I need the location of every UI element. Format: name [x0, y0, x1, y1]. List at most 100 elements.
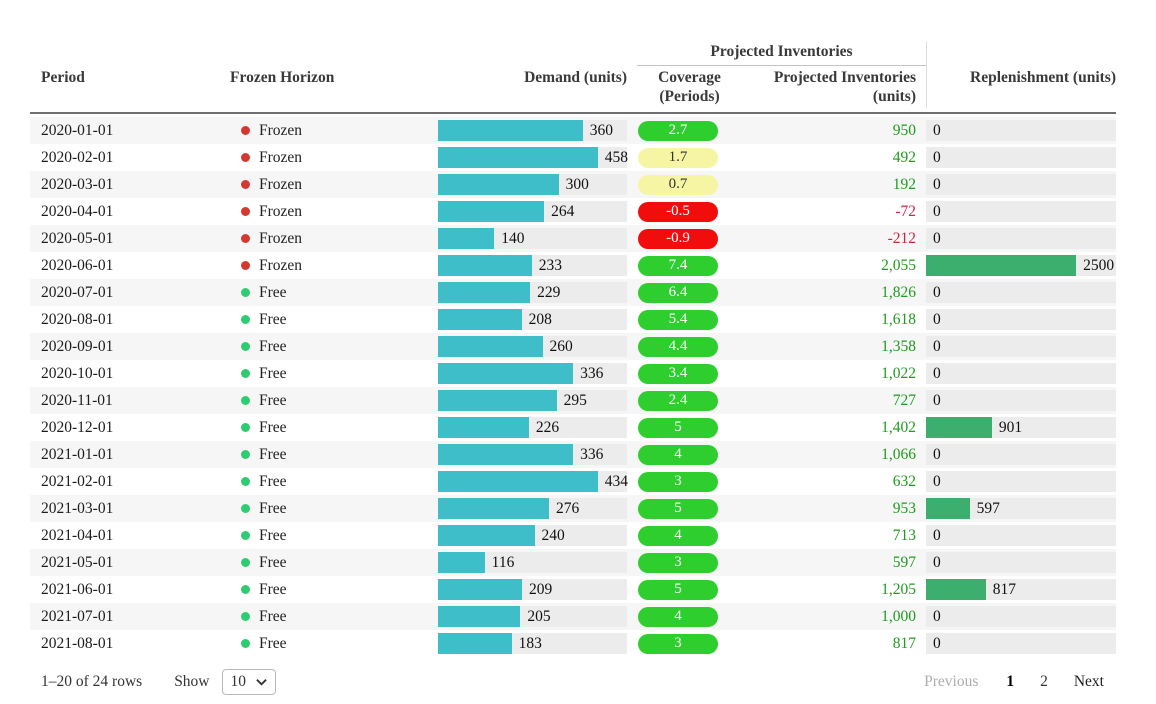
table-row: 2020-01-01 Frozen 360 2.7 950 0 — [30, 117, 1116, 144]
coverage-pill: 3.4 — [638, 363, 718, 384]
demand-bar — [438, 552, 485, 573]
coverage-cell: 7.4 — [637, 255, 742, 276]
footer-left: 1–20 of 24 rows Show 10 — [41, 669, 276, 695]
projected-inventories-value: 1,066 — [881, 445, 916, 463]
table-row: 2020-12-01 Free 226 5 1,402 901 — [30, 414, 1116, 441]
horizon-label: Free — [259, 553, 287, 571]
page-size-select[interactable]: 10 — [221, 669, 276, 695]
demand-cell: 233 — [438, 255, 627, 276]
horizon-status-dot-icon — [241, 369, 250, 378]
coverage-pill: 7.4 — [638, 255, 718, 276]
demand-cell: 336 — [438, 363, 627, 384]
period-cell: 2020-01-01 — [41, 121, 114, 139]
demand-value: 116 — [491, 553, 515, 571]
replenishment-bar — [926, 417, 992, 438]
horizon-status-dot-icon — [241, 423, 250, 432]
coverage-cell: 2.7 — [637, 120, 742, 141]
page-button-1[interactable]: 1 — [1006, 673, 1015, 690]
replenishment-value: 817 — [992, 580, 1016, 598]
replenishment-cell: 0 — [926, 309, 1116, 330]
projected-inventories-value: 1,358 — [881, 337, 916, 355]
horizon-cell: Frozen — [230, 257, 438, 275]
demand-value: 360 — [589, 121, 614, 139]
replenishment-bar — [926, 498, 970, 519]
horizon-label: Free — [259, 472, 287, 490]
demand-bar — [438, 174, 559, 195]
replenishment-value: 597 — [976, 499, 1000, 517]
group-header-projected-inventories: Projected Inventories — [637, 42, 926, 66]
replenishment-value: 0 — [933, 337, 941, 355]
horizon-status-dot-icon — [241, 342, 250, 351]
horizon-status-dot-icon — [241, 396, 250, 405]
previous-page-button[interactable]: Previous — [924, 673, 979, 690]
horizon-cell: Free — [230, 338, 438, 356]
coverage-cell: 3.4 — [637, 363, 742, 384]
period-cell: 2021-04-01 — [41, 526, 114, 544]
horizon-cell: Free — [230, 635, 438, 653]
replenishment-value: 0 — [933, 634, 941, 652]
replenishment-cell: 0 — [926, 606, 1116, 627]
demand-cell: 229 — [438, 282, 627, 303]
replenishment-value: 901 — [998, 418, 1023, 436]
coverage-pill: 3 — [638, 471, 718, 492]
period-cell: 2021-05-01 — [41, 553, 114, 571]
projected-inventories-value: 953 — [892, 499, 916, 517]
projected-inventories-value: -212 — [887, 229, 916, 247]
table-row: 2020-03-01 Frozen 300 0.7 192 0 — [30, 171, 1116, 198]
projected-inventories-value: 1,618 — [881, 310, 916, 328]
horizon-cell: Free — [230, 419, 438, 437]
projected-inventories-value: 713 — [892, 526, 916, 544]
table-row: 2021-01-01 Free 336 4 1,066 0 — [30, 441, 1116, 468]
column-header-coverage: Coverage (Periods) — [658, 69, 721, 105]
coverage-cell: 5 — [637, 498, 742, 519]
demand-bar — [438, 633, 512, 654]
demand-value: 205 — [527, 607, 551, 625]
horizon-status-dot-icon — [241, 315, 250, 324]
projected-inventories-value: 1,826 — [881, 283, 916, 301]
horizon-status-dot-icon — [241, 531, 250, 540]
table-row: 2020-07-01 Free 229 6.4 1,826 0 — [30, 279, 1116, 306]
horizon-label: Frozen — [259, 256, 303, 274]
coverage-pill: 2.7 — [638, 120, 718, 141]
horizon-label: Frozen — [259, 121, 303, 139]
demand-bar — [438, 120, 583, 141]
period-cell: 2020-07-01 — [41, 283, 114, 301]
demand-value: 209 — [529, 580, 553, 598]
demand-bar — [438, 606, 521, 627]
projected-inventories-value: 192 — [892, 175, 916, 193]
demand-bar — [438, 282, 531, 303]
table-header: Projected Inventories Period Frozen Hori… — [30, 40, 1116, 114]
next-page-button[interactable]: Next — [1073, 673, 1104, 690]
horizon-label: Free — [259, 634, 287, 652]
replenishment-value: 0 — [933, 445, 941, 463]
horizon-cell: Free — [230, 500, 438, 518]
replenishment-value: 0 — [933, 283, 941, 301]
replenishment-cell: 0 — [926, 120, 1116, 141]
replenishment-cell: 0 — [926, 228, 1116, 249]
period-cell: 2020-03-01 — [41, 175, 114, 193]
horizon-label: Free — [259, 445, 287, 463]
horizon-cell: Free — [230, 392, 438, 410]
page-button-2[interactable]: 2 — [1040, 673, 1048, 690]
horizon-label: Free — [259, 607, 287, 625]
period-cell: 2021-02-01 — [41, 472, 114, 490]
coverage-pill: 6.4 — [638, 282, 718, 303]
inventory-planning-table: Projected Inventories Period Frozen Hori… — [30, 40, 1116, 695]
demand-cell: 209 — [438, 579, 627, 600]
table-row: 2020-09-01 Free 260 4.4 1,358 0 — [30, 333, 1116, 360]
projected-inventories-value: -72 — [895, 202, 916, 220]
replenishment-value: 0 — [933, 391, 941, 409]
pagination: Previous 1 2 Next — [924, 673, 1104, 691]
horizon-cell: Frozen — [230, 230, 438, 248]
horizon-status-dot-icon — [241, 153, 250, 162]
demand-bar — [438, 525, 535, 546]
demand-value: 295 — [563, 391, 587, 409]
coverage-pill: -0.9 — [638, 228, 718, 249]
replenishment-value: 0 — [933, 472, 941, 490]
demand-value: 240 — [541, 526, 565, 544]
table-row: 2020-08-01 Free 208 5.4 1,618 0 — [30, 306, 1116, 333]
table-row: 2020-02-01 Frozen 458 1.7 492 0 — [30, 144, 1116, 171]
demand-cell: 458 — [438, 147, 628, 168]
horizon-cell: Free — [230, 311, 438, 329]
demand-cell: 183 — [438, 633, 627, 654]
